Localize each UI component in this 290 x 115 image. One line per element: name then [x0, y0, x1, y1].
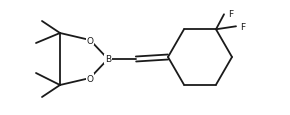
Text: F: F	[228, 10, 233, 19]
Text: O: O	[86, 74, 93, 83]
Text: O: O	[86, 36, 93, 45]
Text: B: B	[105, 55, 111, 64]
Text: F: F	[240, 23, 245, 32]
